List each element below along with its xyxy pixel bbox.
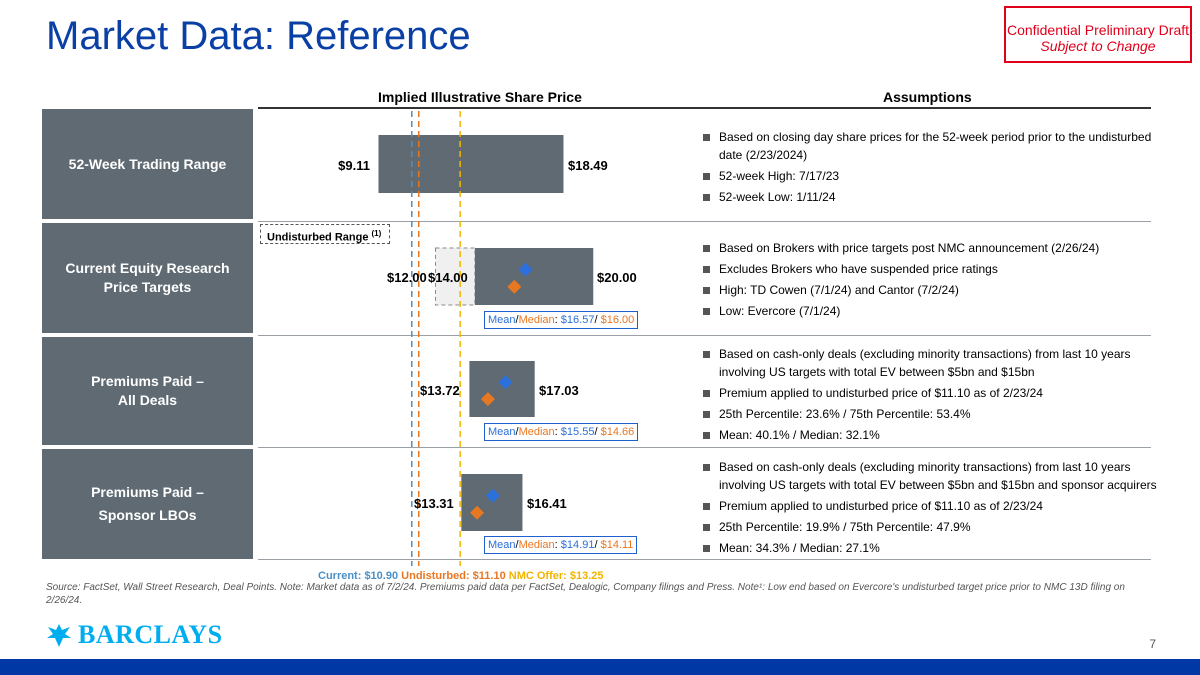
legend-offer: NMC Offer: $13.25 (508, 570, 604, 582)
mean-marker (498, 375, 513, 390)
source-note: Source: FactSet, Wall Street Research, D… (46, 582, 1125, 606)
tick-label-low: $9.11 (338, 158, 370, 173)
eagle-icon (47, 624, 71, 647)
assumption-item: 52-week High: 7/17/23 (703, 167, 1163, 185)
page-title: Market Data: Reference (46, 14, 471, 58)
range-bar (474, 248, 594, 305)
assumption-item: 25th Percentile: 23.6% / 75th Percentile… (703, 405, 1163, 423)
assumption-item: 52-week Low: 1/11/24 (703, 188, 1163, 206)
assumption-item: Premium applied to undisturbed price of … (703, 384, 1163, 402)
assumption-item: High: TD Cowen (7/1/24) and Cantor (7/2/… (703, 281, 1163, 299)
range-bar (461, 474, 523, 531)
assumptions-list-premiums-lbo: Based on cash-only deals (excluding mino… (703, 458, 1163, 560)
tick-label-high: $17.03 (539, 383, 579, 398)
row-label-52week: 52-Week Trading Range (42, 109, 253, 219)
assumption-item: Based on cash-only deals (excluding mino… (703, 345, 1163, 381)
mean-median-label: Mean/Median: $16.57/ $16.00 (484, 311, 639, 329)
assumption-item: Premium applied to undisturbed price of … (703, 497, 1163, 515)
tick-label-low: $13.31 (414, 496, 454, 511)
assumptions-list-52week: Based on closing day share prices for th… (703, 128, 1163, 209)
range-bar (469, 361, 535, 417)
assumptions-header: Assumptions (883, 89, 972, 105)
mean-marker (518, 262, 533, 277)
assumption-item: Low: Evercore (7/1/24) (703, 302, 1163, 320)
row-divider (258, 335, 1151, 336)
row-divider (258, 221, 1151, 222)
tick-label-high: $16.41 (527, 496, 567, 511)
chart-header: Implied Illustrative Share Price (378, 89, 582, 105)
assumption-item: Based on cash-only deals (excluding mino… (703, 458, 1163, 494)
tick-label-low: $14.00 (428, 270, 468, 285)
mean-marker (485, 488, 500, 503)
assumption-item: Based on Brokers with price targets post… (703, 239, 1163, 257)
row-label-premiums-all: Premiums Paid – All Deals (42, 337, 253, 445)
assumption-item: Excludes Brokers who have suspended pric… (703, 260, 1163, 278)
median-marker (507, 279, 522, 294)
footer-bar (0, 659, 1200, 675)
row-label-text: All Deals (117, 392, 178, 408)
mean-median-label: Mean/Median: $15.55/ $14.66 (484, 423, 639, 441)
assumption-item: 25th Percentile: 19.9% / 75th Percentile… (703, 518, 1163, 536)
row-divider (258, 447, 1151, 448)
barclays-logo: BARCLAYS (46, 620, 223, 650)
row-label-text: Premiums Paid – (91, 484, 204, 500)
row-label-premiums-lbo: Premiums Paid – Sponsor LBOs (42, 449, 253, 559)
row-label-text: Premiums Paid – (91, 373, 204, 389)
header-rule (258, 107, 1151, 109)
row-label-text: Price Targets (103, 279, 192, 295)
tick-label-high: $20.00 (597, 270, 637, 285)
mean-median-label: Mean/Median: $14.91/ $14.11 (484, 536, 638, 554)
median-marker (480, 392, 495, 407)
row-label-text: Current Equity Research (65, 260, 230, 276)
row-label-text: 52-Week Trading Range (68, 155, 227, 172)
assumption-item: Mean: 34.3% / Median: 27.1% (703, 539, 1163, 557)
confidential-line2: Subject to Change (1040, 38, 1156, 54)
legend-undisturbed: Undisturbed: $11.10 (401, 570, 506, 582)
page-number: 7 (1149, 637, 1156, 651)
tick-label-low: $13.72 (420, 383, 460, 398)
logo-text: BARCLAYS (78, 620, 223, 649)
extended-range-band (434, 247, 476, 306)
row-label-text: Sponsor LBOs (98, 507, 197, 523)
assumption-item: Mean: 40.1% / Median: 32.1% (703, 426, 1163, 444)
legend-current: Current: $10.90 (318, 570, 399, 582)
row-divider (258, 559, 1151, 560)
tick-label-high: $18.49 (568, 158, 608, 173)
assumptions-list-premiums-all: Based on cash-only deals (excluding mino… (703, 345, 1163, 447)
assumption-item: Based on closing day share prices for th… (703, 128, 1163, 164)
range-bar (378, 135, 564, 193)
median-marker (470, 505, 485, 520)
row-label-research: Current Equity Research Price Targets (42, 223, 253, 333)
tick-label-ext-low: $12.00 (387, 270, 427, 285)
reference-line-legend: Current: $10.90 Undisturbed: $11.10 NMC … (318, 570, 604, 582)
undisturbed-range-label: Undisturbed Range (1) (260, 224, 390, 244)
confidential-stamp: Confidential Preliminary Draft Subject t… (1004, 6, 1192, 63)
confidential-line1: Confidential Preliminary Draft (1006, 22, 1190, 38)
assumptions-list-research: Based on Brokers with price targets post… (703, 239, 1163, 323)
